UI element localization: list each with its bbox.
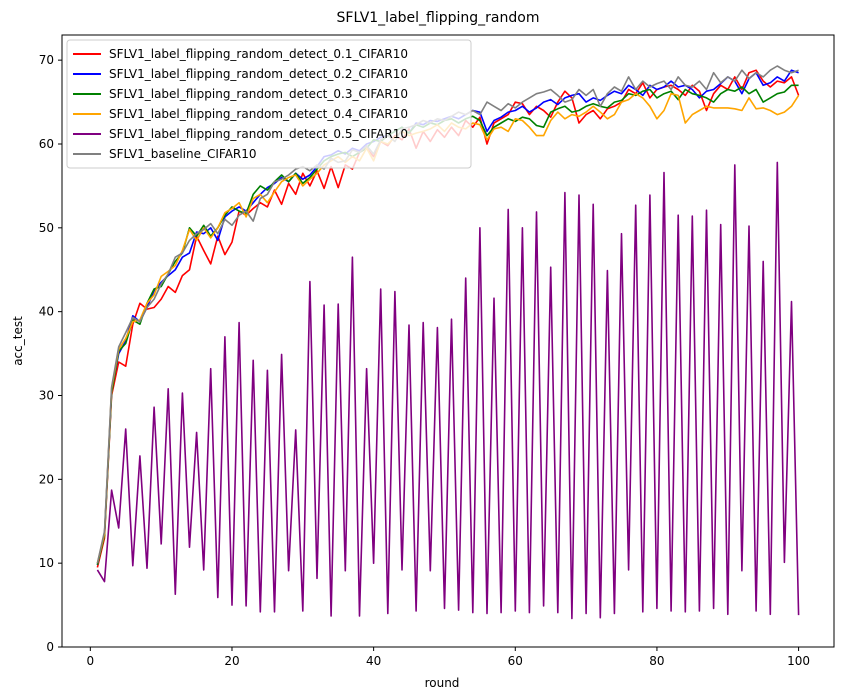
legend-entry: SFLV1_label_flipping_random_detect_0.4_C… [109, 107, 408, 121]
x-tick-label: 100 [787, 654, 810, 668]
y-tick-label: 10 [39, 556, 54, 570]
legend-entry: SFLV1_baseline_CIFAR10 [109, 147, 257, 161]
x-tick-label: 60 [508, 654, 523, 668]
y-axis-label: acc_test [11, 316, 25, 366]
y-tick-label: 20 [39, 472, 54, 486]
series-line-5 [96, 161, 800, 620]
x-tick-label: 40 [366, 654, 381, 668]
legend: SFLV1_label_flipping_random_detect_0.1_C… [66, 39, 472, 169]
y-tick-label: 70 [39, 53, 54, 67]
y-tick-label: 50 [39, 221, 54, 235]
y-tick-label: 0 [46, 640, 54, 654]
y-axis: 0 10 20 30 40 50 60 70 [39, 53, 62, 654]
legend-entry: SFLV1_label_flipping_random_detect_0.1_C… [109, 47, 408, 61]
legend-box [66, 39, 472, 169]
legend-entry: SFLV1_label_flipping_random_detect_0.2_C… [109, 67, 408, 81]
legend-entry: SFLV1_label_flipping_random_detect_0.3_C… [109, 87, 408, 101]
x-tick-label: 80 [649, 654, 664, 668]
x-axis: 0 20 40 60 80 100 [87, 647, 810, 668]
y-tick-label: 60 [39, 137, 54, 151]
x-axis-label: round [425, 676, 460, 690]
chart-title: SFLV1_label_flipping_random [337, 10, 540, 26]
plot-frame [61, 34, 835, 648]
legend-entry: SFLV1_label_flipping_random_detect_0.5_C… [109, 127, 408, 141]
x-tick-label: 0 [87, 654, 95, 668]
y-tick-label: 40 [39, 305, 54, 319]
y-tick-label: 30 [39, 388, 54, 402]
x-tick-label: 20 [224, 654, 239, 668]
